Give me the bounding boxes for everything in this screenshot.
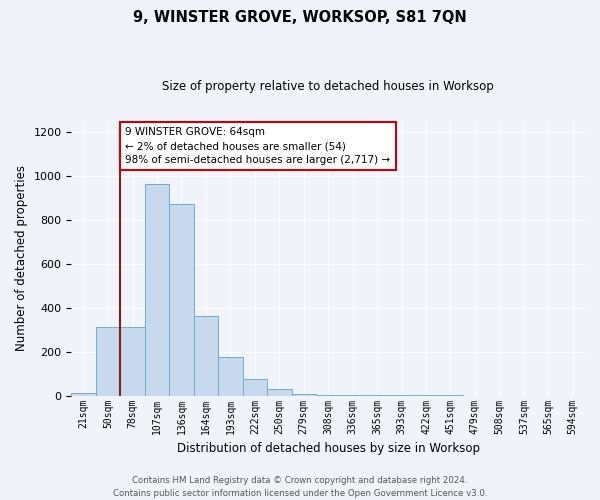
Bar: [316, 395, 340, 396]
Y-axis label: Number of detached properties: Number of detached properties: [15, 165, 28, 351]
Bar: [242, 379, 267, 396]
Bar: [96, 328, 121, 396]
Text: 9 WINSTER GROVE: 64sqm
← 2% of detached houses are smaller (54)
98% of semi-deta: 9 WINSTER GROVE: 64sqm ← 2% of detached …: [125, 127, 391, 165]
Bar: [71, 394, 96, 396]
X-axis label: Distribution of detached houses by size in Worksop: Distribution of detached houses by size …: [177, 442, 480, 455]
Bar: [292, 394, 316, 396]
Text: Contains HM Land Registry data © Crown copyright and database right 2024.
Contai: Contains HM Land Registry data © Crown c…: [113, 476, 487, 498]
Bar: [194, 316, 218, 396]
Title: Size of property relative to detached houses in Worksop: Size of property relative to detached ho…: [163, 80, 494, 93]
Text: 9, WINSTER GROVE, WORKSOP, S81 7QN: 9, WINSTER GROVE, WORKSOP, S81 7QN: [133, 10, 467, 25]
Bar: [145, 184, 169, 396]
Bar: [218, 357, 242, 396]
Bar: [121, 328, 145, 396]
Bar: [169, 204, 194, 396]
Bar: [267, 389, 292, 396]
